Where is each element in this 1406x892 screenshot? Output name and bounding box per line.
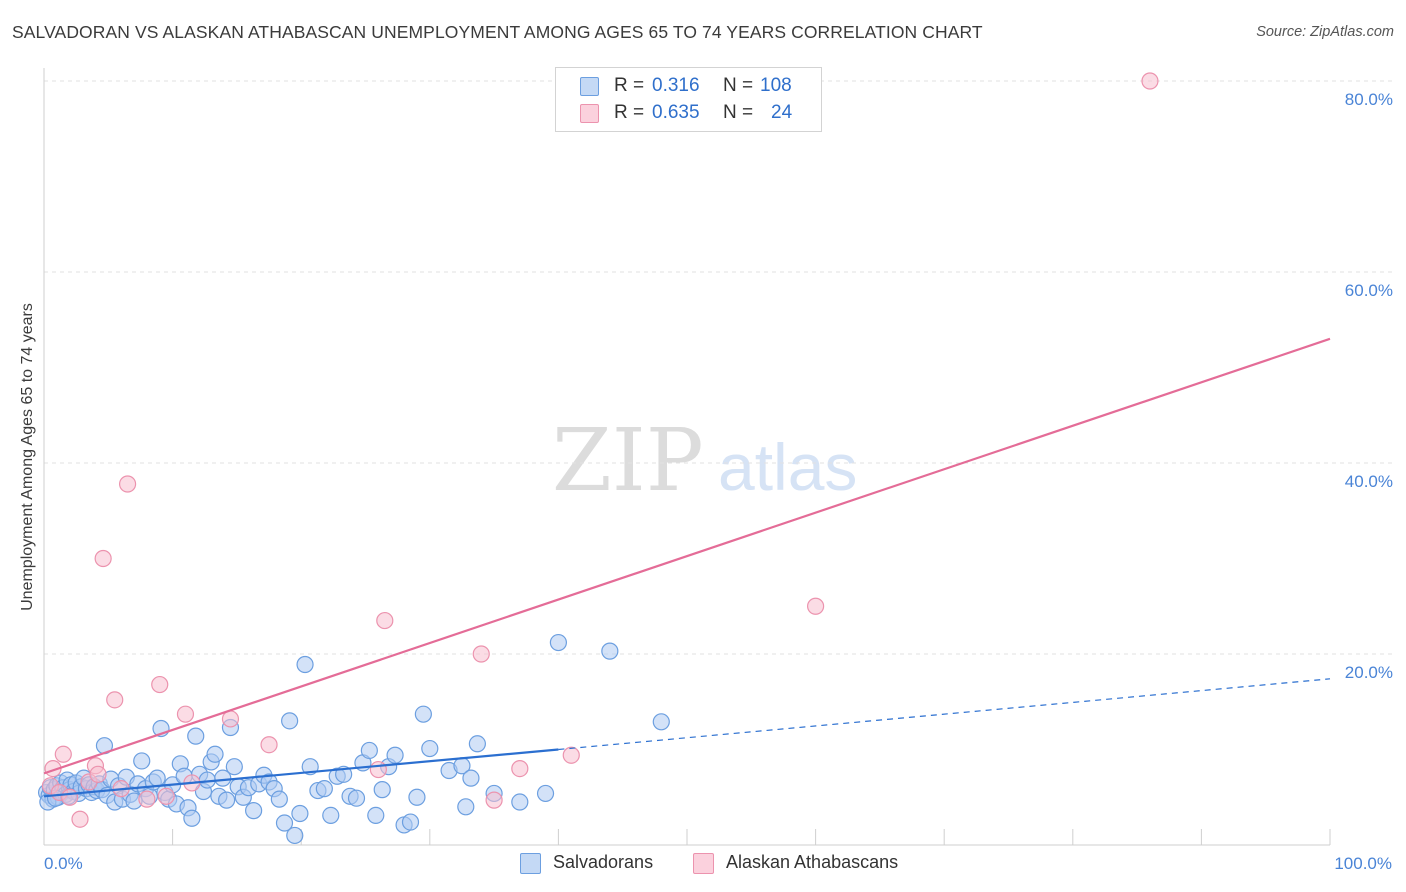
legend-n-label: N =: [723, 102, 754, 123]
correlation-legend: R = 0.316 N = 108 R = 0.635 N = 24: [555, 67, 822, 132]
data-point: [421, 739, 439, 758]
y-tick-label: 60.0%: [1345, 281, 1393, 300]
legend-swatch-pink: [580, 104, 599, 123]
data-point: [94, 549, 112, 568]
data-point: [61, 788, 79, 806]
data-point: [138, 790, 156, 808]
data-point: [106, 691, 124, 709]
data-point: [322, 806, 340, 824]
watermark-zip: ZIP: [552, 411, 704, 511]
data-point: [183, 809, 201, 827]
data-point: [472, 645, 490, 663]
legend-n-value: 24: [771, 102, 793, 123]
data-point: [245, 802, 263, 820]
legend-r-value: 0.635: [652, 102, 700, 123]
data-point: [206, 745, 224, 763]
data-point: [386, 746, 404, 764]
data-point: [260, 736, 278, 754]
bottom-legend-swatch-pink: [693, 853, 714, 874]
alaskan-athabascans-trend-line: [43, 337, 1331, 775]
data-point: [511, 759, 529, 778]
data-point: [806, 597, 825, 615]
data-point: [401, 813, 420, 831]
data-point: [369, 760, 387, 779]
legend-swatch-blue: [580, 77, 599, 96]
alaskan-athabascans-points: [41, 72, 1159, 828]
data-point: [549, 633, 568, 652]
x-tick-label: 100.0%: [1334, 854, 1392, 873]
bottom-legend-label: Salvadorans: [553, 852, 654, 872]
data-point: [118, 475, 137, 493]
y-tick-label: 80.0%: [1345, 90, 1393, 109]
trend-lines: [43, 337, 1331, 798]
data-point: [1141, 72, 1159, 90]
bottom-legend-label: Alaskan Athabascans: [726, 852, 899, 872]
legend-r-value: 0.316: [652, 75, 700, 96]
data-point: [286, 826, 304, 845]
data-point: [214, 769, 232, 787]
watermark-atlas: atlas: [718, 430, 857, 504]
legend-r-label: R =: [614, 75, 645, 96]
gridlines: [44, 80, 1392, 655]
data-point: [148, 769, 166, 787]
tick-labels: 20.0% 40.0% 60.0% 80.0% 0.0% 100.0%: [44, 90, 1393, 873]
data-point: [408, 788, 426, 806]
data-point: [133, 752, 151, 770]
data-point: [291, 804, 309, 823]
data-point: [367, 806, 385, 824]
y-tick-label: 20.0%: [1345, 663, 1393, 682]
data-point: [536, 784, 555, 803]
data-point: [157, 787, 175, 805]
data-point: [296, 655, 314, 674]
data-point: [218, 791, 236, 809]
data-point: [511, 793, 529, 811]
data-point: [457, 798, 475, 816]
watermark: ZIP atlas: [552, 411, 857, 511]
data-point: [176, 705, 195, 723]
data-point: [281, 712, 299, 730]
data-point: [151, 675, 169, 694]
bottom-legend-swatch-blue: [520, 853, 541, 874]
salvadorans-trend-line: [43, 748, 559, 798]
y-tick-label: 40.0%: [1345, 472, 1393, 491]
data-point: [275, 814, 294, 832]
salvadorans-trend-extension: [558, 678, 1331, 751]
x-tick-label: 0.0%: [44, 854, 83, 873]
salvadorans-points: [37, 633, 670, 845]
data-point: [225, 758, 243, 776]
data-point: [601, 642, 619, 660]
data-point: [54, 745, 72, 763]
legend-r-label: R =: [614, 102, 645, 123]
chart-title: SALVADORAN VS ALASKAN ATHABASCAN UNEMPLO…: [12, 22, 983, 42]
data-point: [270, 790, 288, 808]
data-point: [652, 713, 670, 731]
data-point: [360, 741, 378, 760]
data-point: [414, 705, 432, 723]
data-point: [347, 789, 366, 807]
data-point: [485, 791, 503, 809]
source-credit: Source: ZipAtlas.com: [1256, 24, 1394, 40]
data-point: [187, 727, 205, 745]
data-point: [89, 765, 107, 783]
data-point: [315, 780, 333, 798]
data-point: [376, 611, 394, 630]
legend-n-label: N =: [723, 75, 754, 96]
data-point: [373, 781, 391, 799]
data-point: [462, 769, 480, 787]
data-point: [562, 746, 580, 764]
data-point: [71, 810, 89, 828]
data-point: [468, 735, 486, 753]
legend-n-value: 108: [760, 75, 792, 96]
axes: [43, 68, 1331, 846]
